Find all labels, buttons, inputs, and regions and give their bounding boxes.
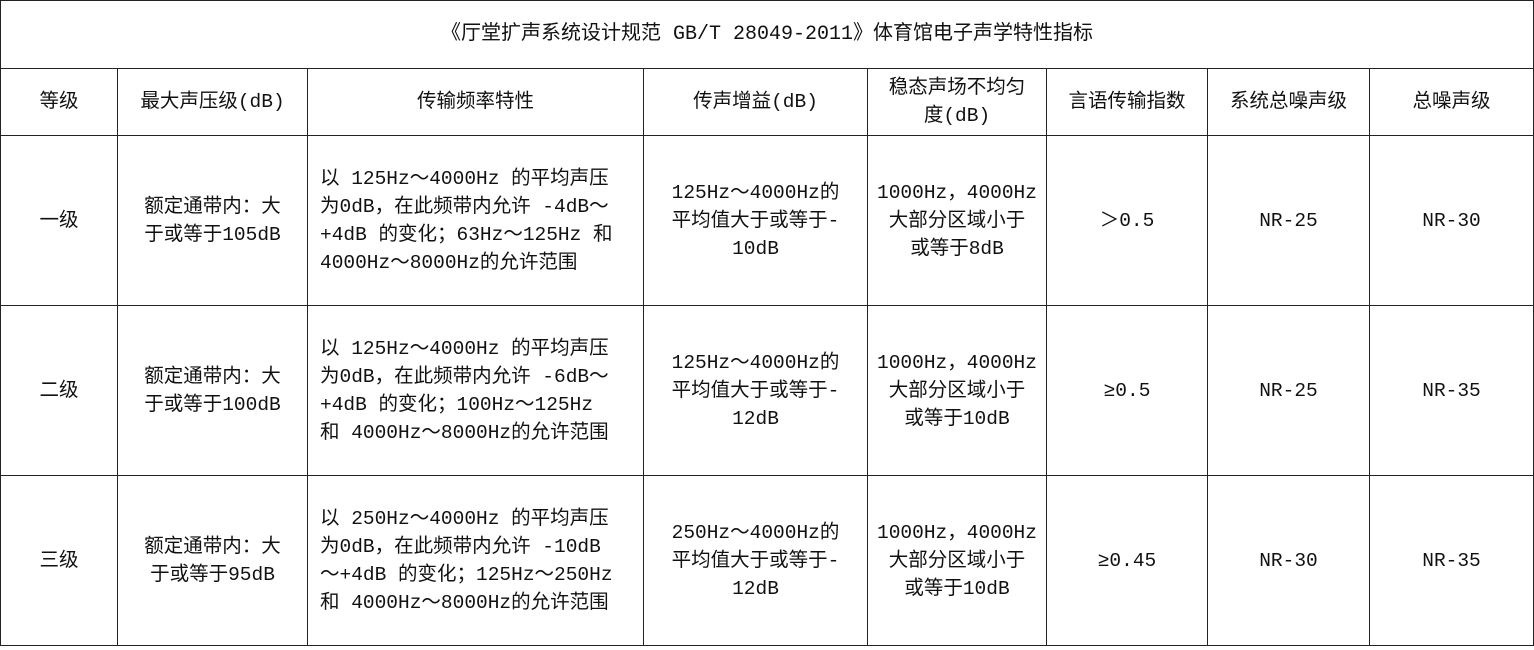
cell-total-noise: NR-35 [1368, 475, 1534, 646]
cell-sti: ＞0.5 [1046, 135, 1208, 306]
header-grade: 等级 [0, 68, 118, 136]
header-total-noise: 总噪声级 [1368, 68, 1534, 136]
cell-system-noise: NR-30 [1207, 475, 1370, 646]
table-row: 一级 额定通带内：大 于或等于105dB 以 125Hz～4000Hz 的平均声… [0, 135, 1534, 306]
cell-system-noise: NR-25 [1207, 135, 1370, 306]
cell-uniformity: 1000Hz，4000Hz 大部分区域小于 或等于10dB [867, 475, 1047, 646]
table-title: 《厅堂扩声系统设计规范 GB/T 28049-2011》体育馆电子声学特性指标 [0, 0, 1534, 69]
header-uniformity: 稳态声场不均匀 度(dB) [867, 68, 1047, 136]
header-frequency-response: 传输频率特性 [307, 68, 644, 136]
cell-max-spl: 额定通带内：大 于或等于105dB [117, 135, 308, 306]
cell-grade: 一级 [0, 135, 118, 306]
cell-frequency-response: 以 250Hz～4000Hz 的平均声压 为0dB，在此频带内允许 -10dB … [307, 475, 644, 646]
cell-grade: 二级 [0, 305, 118, 476]
header-gain: 传声增益(dB) [643, 68, 868, 136]
cell-gain: 250Hz～4000Hz的 平均值大于或等于- 12dB [643, 475, 868, 646]
cell-sti: ≥0.5 [1046, 305, 1208, 476]
cell-gain: 125Hz～4000Hz的 平均值大于或等于- 12dB [643, 305, 868, 476]
cell-frequency-response: 以 125Hz～4000Hz 的平均声压 为0dB，在此频带内允许 -4dB～ … [307, 135, 644, 306]
cell-uniformity: 1000Hz，4000Hz 大部分区域小于 或等于8dB [867, 135, 1047, 306]
cell-grade: 三级 [0, 475, 118, 646]
header-max-spl: 最大声压级(dB) [117, 68, 308, 136]
header-row: 等级 最大声压级(dB) 传输频率特性 传声增益(dB) 稳态声场不均匀 度(d… [0, 68, 1534, 136]
cell-gain: 125Hz～4000Hz的 平均值大于或等于- 10dB [643, 135, 868, 306]
cell-total-noise: NR-30 [1368, 135, 1534, 306]
cell-total-noise: NR-35 [1368, 305, 1534, 476]
cell-uniformity: 1000Hz，4000Hz 大部分区域小于 或等于10dB [867, 305, 1047, 476]
cell-max-spl: 额定通带内：大 于或等于100dB [117, 305, 308, 476]
cell-max-spl: 额定通带内：大 于或等于95dB [117, 475, 308, 646]
cell-system-noise: NR-25 [1207, 305, 1370, 476]
cell-frequency-response: 以 125Hz～4000Hz 的平均声压 为0dB，在此频带内允许 -6dB～ … [307, 305, 644, 476]
table-row: 二级 额定通带内：大 于或等于100dB 以 125Hz～4000Hz 的平均声… [0, 305, 1534, 476]
header-sti: 言语传输指数 [1046, 68, 1208, 136]
cell-sti: ≥0.45 [1046, 475, 1208, 646]
header-system-noise: 系统总噪声级 [1207, 68, 1370, 136]
table-row: 三级 额定通带内：大 于或等于95dB 以 250Hz～4000Hz 的平均声压… [0, 475, 1534, 646]
